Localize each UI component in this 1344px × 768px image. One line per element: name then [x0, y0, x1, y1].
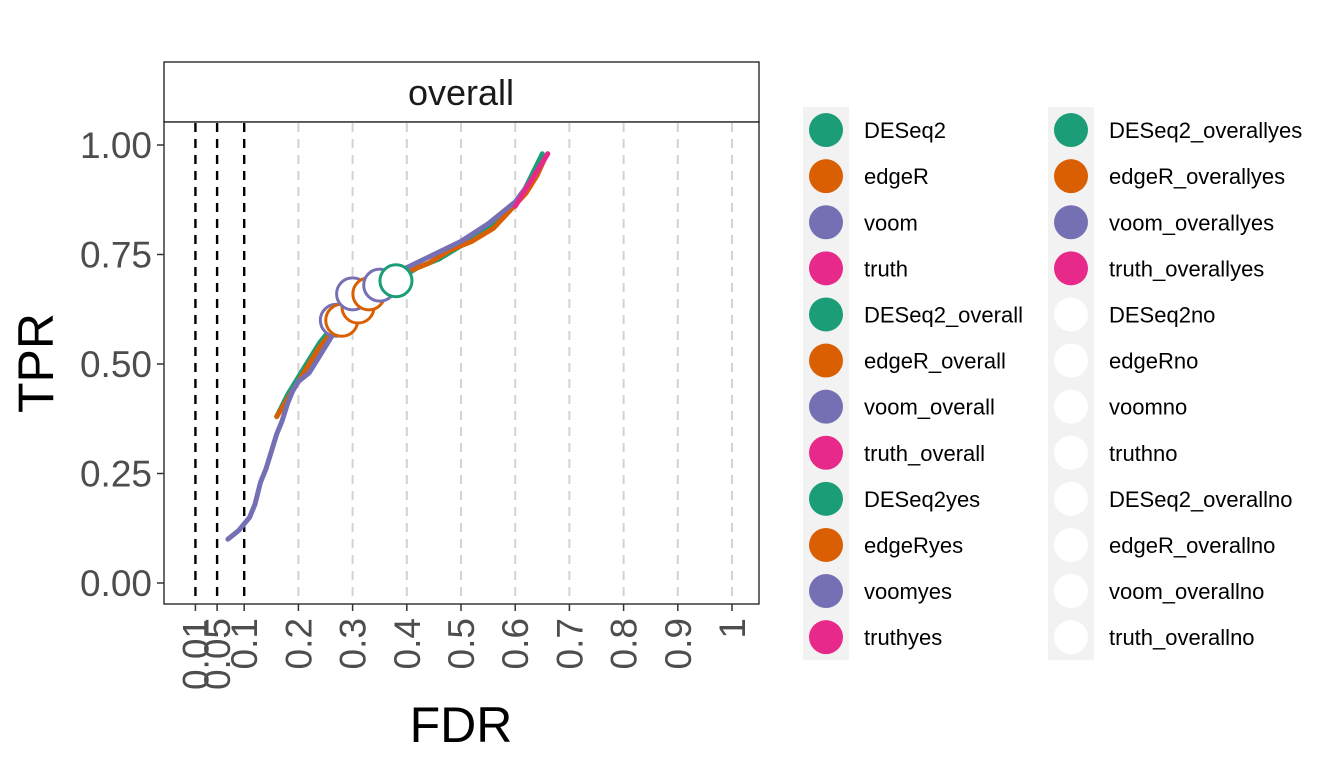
legend-label: DESeq2_overall: [864, 302, 1023, 327]
legend-label: edgeR: [864, 164, 929, 189]
legend-label: voomyes: [864, 579, 952, 604]
legend-key: [1054, 205, 1088, 240]
working-points: [318, 263, 414, 338]
working-point: [378, 263, 414, 299]
legend-label: voom_overallyes: [1109, 210, 1274, 235]
legend-label: voomno: [1109, 395, 1187, 420]
y-tick-label: 0.75: [80, 235, 152, 276]
y-axis-ticks: 0.00 0.25 0.50 0.75 1.00: [80, 125, 164, 604]
legend-key: [1054, 527, 1088, 562]
x-tick-label: 1: [712, 618, 753, 639]
x-axis-title: FDR: [410, 697, 513, 753]
y-tick-label: 0.50: [80, 344, 152, 385]
legend-label: DESeq2_overallno: [1109, 487, 1292, 512]
legend-key: [809, 343, 843, 378]
legend-key: [1054, 574, 1088, 609]
legend-key-background: [803, 107, 849, 661]
legend-label: DESeq2no: [1109, 302, 1215, 327]
y-tick-label: 1.00: [80, 125, 152, 166]
legend-label: edgeRno: [1109, 349, 1198, 374]
legend-label: DESeq2: [864, 118, 946, 143]
x-axis-ticks: 0.010.050.1 0.2 0.3 0.4 0.5 0.6 0.7 0.8 0.9 1: [175, 604, 753, 690]
legend-key: [1054, 620, 1088, 655]
legend-key: [1054, 159, 1088, 194]
x-tick-label: 0.6: [495, 618, 536, 669]
series-line-voom: [225, 151, 551, 542]
legend-key: [809, 620, 843, 655]
x-tick-label: 0.4: [387, 618, 428, 669]
legend-key: [809, 251, 843, 286]
legend-key: [809, 435, 843, 470]
legend-key: [809, 574, 843, 609]
legend-label: DESeq2_overallyes: [1109, 118, 1302, 143]
legend-key: [1054, 297, 1088, 332]
legend-label: truth_overallno: [1109, 625, 1255, 650]
x-tick-label: 0.1: [224, 618, 265, 669]
y-tick-label: 0.25: [80, 454, 152, 495]
legend-key: [1054, 481, 1088, 516]
strip-background: [163, 61, 760, 123]
x-tick-label: 0.05: [197, 618, 238, 690]
x-tick-label: 0.5: [441, 618, 482, 669]
legend-key: [809, 113, 843, 148]
x-tick-label: 0.01: [175, 618, 216, 690]
legend-label: voom_overallno: [1109, 579, 1264, 604]
legend-key: [809, 389, 843, 424]
legend-label: truth_overall: [864, 441, 985, 466]
x-tick-label: 0.3: [333, 618, 374, 669]
legend-label: truth_overallyes: [1109, 256, 1264, 281]
legend-label: edgeR_overall: [864, 349, 1006, 374]
legend-label: voom: [864, 210, 918, 235]
legend-key: [1054, 389, 1088, 424]
legend-key: [1054, 435, 1088, 470]
legend-key: [809, 527, 843, 562]
legend-key: [809, 205, 843, 240]
legend-key: [809, 297, 843, 332]
series-line-truth: [512, 151, 551, 209]
x-tick-label: 0.7: [549, 618, 590, 669]
x-tick-label: 0.2: [278, 618, 319, 669]
legend-label: edgeR_overallno: [1109, 533, 1275, 558]
legend-label: DESeq2yes: [864, 487, 980, 512]
legend-label: truthyes: [864, 625, 942, 650]
legend-key: [809, 481, 843, 516]
legend-label: truth: [864, 256, 908, 281]
y-tick-label: 0.00: [80, 563, 152, 604]
y-axis-title: TPR: [8, 313, 64, 413]
legend: DESeq2 edgeR voom truth DESeq2_overall edgeR_…: [803, 107, 1302, 661]
x-tick-label: 0.8: [604, 618, 645, 669]
legend-label: voom_overall: [864, 395, 995, 420]
legend-label: edgeR_overallyes: [1109, 164, 1285, 189]
legend-key: [1054, 343, 1088, 378]
legend-key-background: [1048, 107, 1094, 661]
x-tick-label: 0.9: [658, 618, 699, 669]
legend-label: edgeRyes: [864, 533, 963, 558]
legend-key: [1054, 251, 1088, 286]
legend-key: [809, 159, 843, 194]
legend-label: truthno: [1109, 441, 1178, 466]
legend-key: [1054, 113, 1088, 148]
panel-title: overall: [408, 72, 514, 113]
